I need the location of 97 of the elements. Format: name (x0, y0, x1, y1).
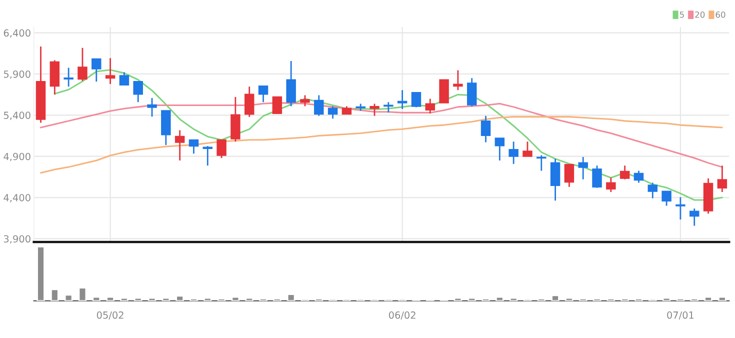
candlestick (105, 57, 116, 85)
candlestick (188, 139, 199, 154)
candlestick (411, 92, 422, 108)
line-series (54, 69, 723, 201)
candlestick (717, 164, 728, 193)
candlestick (78, 47, 88, 82)
bar (495, 296, 504, 301)
bar (120, 297, 128, 301)
candlestick (64, 67, 74, 88)
bar (676, 298, 685, 301)
candlestick (648, 182, 658, 199)
candlestick (161, 110, 171, 146)
bar (50, 288, 59, 301)
bar (64, 294, 73, 301)
candlestick (230, 96, 240, 142)
bar (592, 298, 602, 301)
y-tick-label: 4,400 (4, 194, 30, 202)
candlestick (508, 140, 518, 165)
y-tick-label: 6,400 (4, 29, 30, 38)
legend-label: 60 (716, 11, 726, 18)
candlestick (425, 98, 436, 114)
bar (176, 295, 184, 301)
bar (36, 246, 45, 301)
candlestick (439, 79, 449, 104)
candlestick (620, 164, 630, 180)
candlestick (92, 58, 102, 82)
bar (231, 296, 240, 301)
bar (259, 298, 268, 301)
candlestick (272, 96, 282, 114)
candlestick (662, 190, 672, 206)
bar (704, 296, 712, 301)
bar (78, 287, 87, 301)
candlestick (133, 80, 143, 103)
bar (203, 297, 212, 301)
x-tick-label: 07/01 (667, 311, 694, 320)
bar (606, 298, 616, 301)
candlestick (174, 130, 185, 162)
candlestick (578, 156, 588, 180)
candlestick (314, 94, 324, 117)
bar (620, 298, 629, 301)
candlestick (480, 115, 491, 143)
candlestick (522, 140, 532, 158)
candlestick (119, 72, 130, 86)
bar (690, 298, 699, 301)
candlestick (244, 86, 254, 118)
candlestick (370, 103, 380, 117)
bar (314, 298, 324, 301)
candlestick (453, 70, 463, 91)
bar (482, 298, 490, 301)
line-series (40, 116, 723, 174)
candlestick (634, 170, 644, 184)
candlestick (300, 94, 310, 107)
candlestick (550, 158, 560, 202)
bar (134, 297, 142, 301)
bar (509, 297, 518, 301)
bar (245, 297, 254, 301)
candlestick (676, 196, 686, 220)
legend-label: 20 (695, 11, 705, 18)
candlestick (216, 139, 226, 159)
candlestick (258, 85, 268, 103)
bar (217, 298, 226, 301)
candlestick (592, 164, 602, 189)
bar (454, 297, 462, 301)
candlestick (494, 137, 505, 162)
candlestick (397, 89, 408, 110)
bar (162, 297, 170, 301)
y-tick-label: 5,400 (4, 112, 30, 120)
legend-label: 5 (680, 12, 684, 18)
candlestick (466, 77, 477, 107)
candlestick (689, 208, 700, 226)
bar (551, 294, 560, 301)
bar (286, 294, 296, 301)
bar (272, 298, 282, 301)
bar (106, 296, 114, 301)
bar (718, 296, 726, 301)
bar (468, 297, 476, 301)
x-tick-label: 06/02 (388, 311, 416, 320)
y-tick-label: 3,900 (4, 235, 30, 244)
bar (537, 298, 546, 301)
candlestick (286, 60, 296, 107)
candlestick (384, 101, 394, 114)
bar (565, 297, 574, 301)
candlestick (536, 154, 546, 172)
bar (190, 298, 198, 301)
candlestick (147, 97, 157, 118)
candlestick (328, 106, 338, 120)
y-tick-label: 4,900 (4, 152, 30, 162)
candlestick (606, 176, 616, 193)
bar (662, 297, 671, 301)
x-tick-label: 05/02 (96, 311, 124, 320)
bar (578, 298, 588, 301)
bar (92, 296, 101, 301)
candlestick (564, 164, 574, 188)
bar (148, 297, 156, 301)
y-tick-label: 5,900 (4, 70, 30, 79)
bar (634, 298, 643, 301)
candlestick (202, 145, 213, 166)
